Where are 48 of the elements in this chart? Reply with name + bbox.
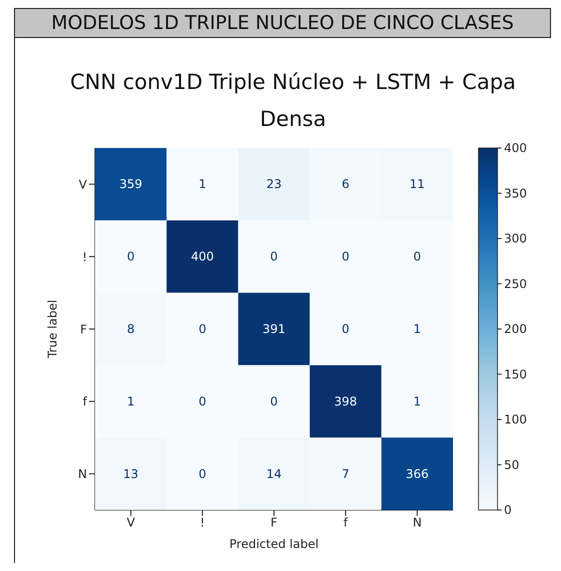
x-tick-label: ! — [200, 516, 205, 530]
chart-subtitle: CNN conv1D Triple Núcleo + LSTM + Capa Densa — [69, 69, 517, 133]
data-label: 0 — [270, 250, 278, 264]
color-bar-label: 0 — [504, 503, 512, 517]
data-label: 0 — [198, 394, 206, 408]
data-label: 359 — [119, 177, 142, 192]
color-bar-label: 200 — [504, 322, 527, 336]
color-bar-label: 400 — [504, 141, 527, 155]
data-label: 366 — [406, 466, 429, 481]
data-label: 13 — [123, 466, 138, 481]
x-tick-label: F — [270, 516, 278, 530]
x-axis-title: Predicted label — [229, 537, 319, 551]
data-label: 0 — [342, 250, 350, 264]
data-label: 0 — [270, 394, 278, 408]
x-tick-label: N — [412, 516, 422, 530]
data-label: 1 — [126, 394, 135, 408]
data-label: 398 — [334, 394, 358, 408]
y-tick-label: f — [82, 394, 88, 409]
data-label: 1 — [198, 177, 206, 192]
chart-title: MODELOS 1D TRIPLE NUCLEO DE CINCO CLASES — [14, 8, 551, 38]
y-tick-label: F — [80, 322, 88, 336]
data-label: 8 — [126, 322, 135, 336]
data-label: 1 — [413, 394, 422, 408]
color-bar-label: 50 — [504, 458, 520, 472]
color-bar-label: 250 — [504, 276, 527, 291]
data-label: 1 — [413, 322, 422, 336]
data-label: 0 — [413, 250, 422, 264]
y-axis-title: True label — [45, 300, 60, 360]
y-tick-label: ! — [82, 250, 87, 264]
color-bar-label: 350 — [504, 186, 527, 200]
x-tick-label: V — [126, 516, 136, 530]
data-label: 0 — [198, 322, 206, 336]
data-label: 14 — [266, 466, 282, 481]
data-label: 23 — [266, 177, 282, 192]
data-label: 0 — [198, 466, 206, 481]
color-bar-label: 300 — [504, 232, 527, 246]
data-label: 0 — [342, 322, 350, 336]
data-label: 391 — [262, 322, 286, 336]
color-bar-label: 100 — [504, 412, 527, 426]
data-label: 400 — [190, 250, 214, 264]
color-bar-label: 150 — [504, 367, 527, 382]
y-tick-label: N — [78, 467, 87, 482]
y-tick-label: V — [78, 177, 88, 192]
data-label: 0 — [126, 250, 135, 264]
data-label: 11 — [410, 177, 425, 192]
data-label: 6 — [342, 177, 350, 192]
data-label: 7 — [342, 466, 350, 481]
x-tick-label: f — [343, 516, 348, 530]
